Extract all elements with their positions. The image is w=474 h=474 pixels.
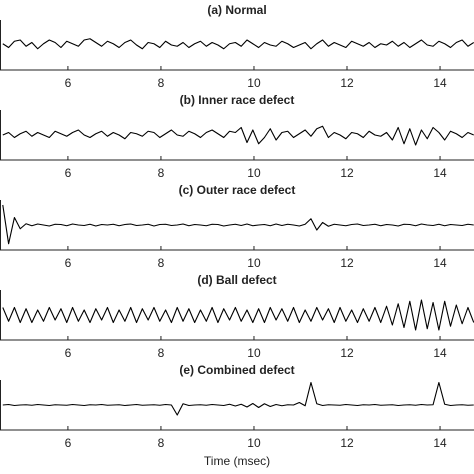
x-axis-label: Time (msec) [204, 454, 270, 468]
panel-title: (c) Outer race defect [179, 183, 296, 197]
signal-line [2, 299, 474, 331]
x-tick-label: 6 [65, 346, 72, 360]
x-tick-label: 14 [433, 166, 447, 180]
x-tick-label: 6 [65, 76, 72, 90]
x-tick-label: 14 [433, 346, 447, 360]
x-tick-label: 12 [340, 76, 354, 90]
x-tick-label: 8 [158, 76, 165, 90]
signal-line [2, 381, 474, 416]
x-tick-label: 14 [433, 256, 447, 270]
x-tick-label: 6 [65, 436, 72, 450]
x-tick-label: 14 [433, 436, 447, 450]
x-tick-label: 10 [247, 76, 261, 90]
panel-title: (d) Ball defect [197, 273, 276, 287]
x-tick-label: 12 [340, 166, 354, 180]
panel-title: (e) Combined defect [179, 363, 294, 377]
signal-line [2, 125, 474, 146]
panel-title: (b) Inner race defect [180, 93, 295, 107]
x-tick-label: 12 [340, 436, 354, 450]
signal-line [2, 38, 474, 50]
x-tick-label: 10 [247, 256, 261, 270]
x-tick-label: 8 [158, 256, 165, 270]
x-tick-label: 12 [340, 346, 354, 360]
signal-line [2, 204, 474, 245]
x-tick-label: 10 [247, 166, 261, 180]
x-tick-label: 6 [65, 166, 72, 180]
x-tick-label: 12 [340, 256, 354, 270]
x-tick-label: 8 [158, 166, 165, 180]
x-tick-label: 8 [158, 436, 165, 450]
x-tick-label: 14 [433, 76, 447, 90]
x-tick-label: 10 [247, 346, 261, 360]
x-tick-label: 6 [65, 256, 72, 270]
x-tick-label: 10 [247, 436, 261, 450]
x-tick-label: 8 [158, 346, 165, 360]
panel-title: (a) Normal [207, 3, 266, 17]
